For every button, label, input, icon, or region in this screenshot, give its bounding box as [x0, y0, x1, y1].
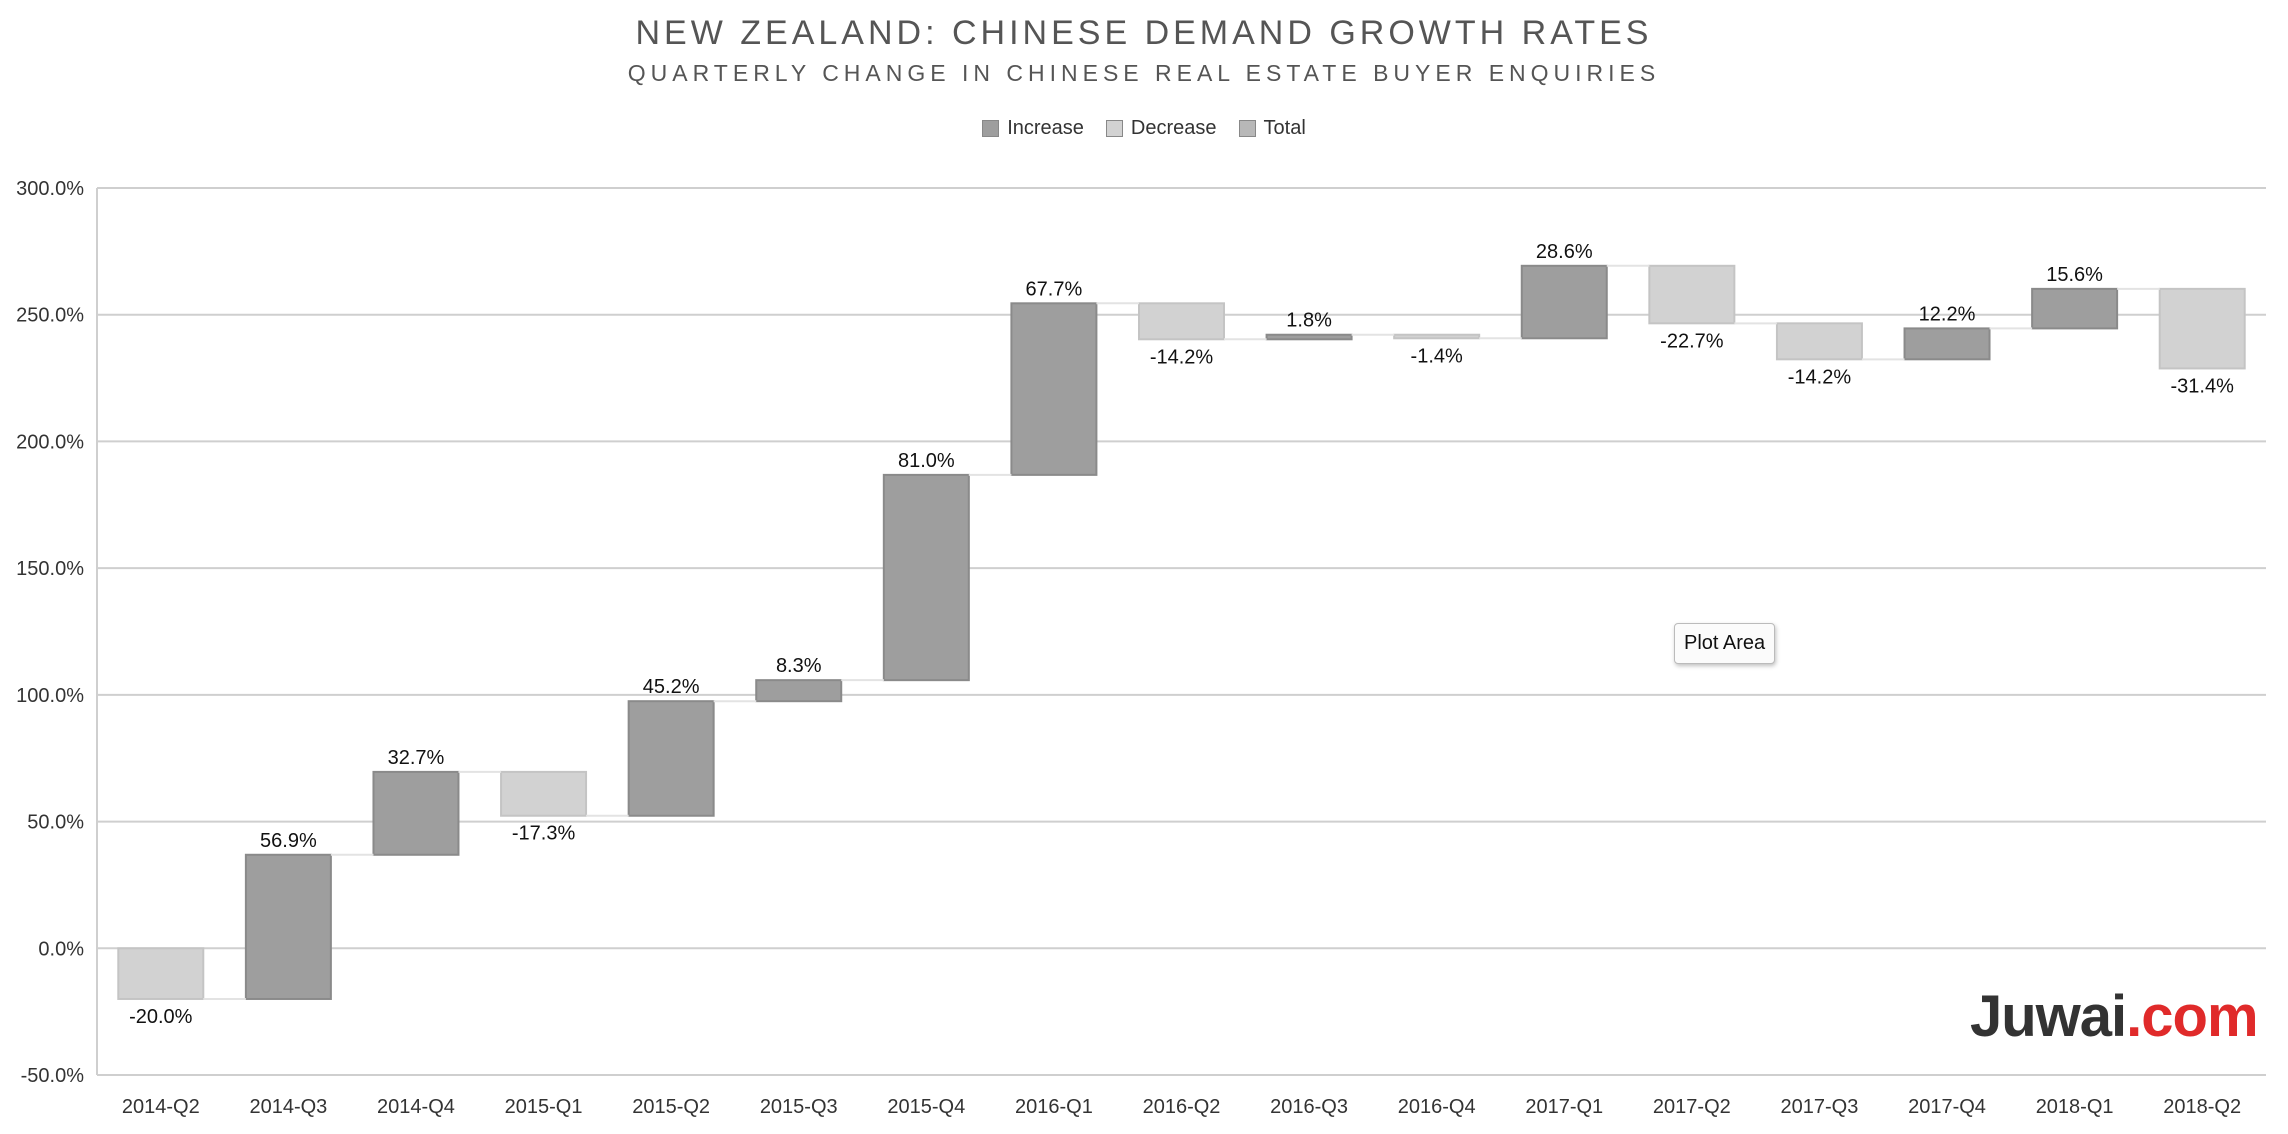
x-tick-label: 2015-Q4	[887, 1096, 965, 1118]
bar	[882, 473, 970, 682]
x-tick-label: 2017-Q4	[1908, 1096, 1986, 1118]
y-tick-label: 0.0%	[38, 938, 84, 960]
data-label: 15.6%	[2046, 264, 2103, 286]
y-tick-label: 250.0%	[16, 305, 84, 327]
bar	[372, 770, 460, 856]
y-tick-label: 150.0%	[16, 558, 84, 580]
bar	[1393, 333, 1481, 340]
legend-swatch-increase	[982, 120, 1000, 137]
data-label: 1.8%	[1286, 310, 1332, 332]
data-label: 32.7%	[388, 747, 445, 769]
data-label: -31.4%	[2171, 375, 2235, 397]
x-tick-label: 2015-Q3	[760, 1096, 838, 1118]
x-tick-label: 2018-Q1	[2036, 1096, 2114, 1118]
y-tick-label: 100.0%	[16, 685, 84, 707]
juwai-logo: Juwai.com	[1970, 983, 2259, 1050]
x-tick-label: 2015-Q2	[632, 1096, 710, 1118]
x-tick-label: 2014-Q2	[122, 1096, 200, 1118]
legend-item-decrease[interactable]: Decrease	[1105, 117, 1217, 140]
x-tick-label: 2014-Q3	[249, 1096, 327, 1118]
bar	[627, 700, 715, 817]
bar	[1903, 327, 1991, 361]
bar	[244, 853, 332, 1000]
x-tick-label: 2014-Q4	[377, 1096, 455, 1118]
bar	[1520, 264, 1608, 340]
x-tick-label: 2017-Q2	[1653, 1096, 1731, 1118]
data-label: -20.0%	[129, 1006, 193, 1028]
bar	[1775, 322, 1863, 361]
data-label: 28.6%	[1536, 241, 1593, 263]
legend-item-total[interactable]: Total	[1238, 117, 1306, 140]
bar	[1265, 333, 1353, 341]
data-label: -1.4%	[1411, 345, 1463, 367]
x-tick-label: 2017-Q3	[1781, 1096, 1859, 1118]
data-label: 12.2%	[1919, 303, 1976, 325]
chart-title: NEW ZEALAND: CHINESE DEMAND GROWTH RATES	[635, 14, 1653, 52]
bar	[2158, 287, 2246, 370]
y-tick-label: 200.0%	[16, 431, 84, 453]
data-label: -22.7%	[1660, 330, 1724, 352]
legend-swatch-total	[1238, 120, 1256, 137]
y-tick-label: 300.0%	[16, 178, 84, 200]
bar	[755, 679, 843, 703]
legend: Increase Decrease Total	[0, 117, 2288, 140]
logo-text-main: Juwai	[1970, 984, 2127, 1049]
data-label: 56.9%	[260, 830, 317, 852]
data-label: -14.2%	[1150, 346, 1214, 368]
y-tick-label: -50.0%	[21, 1065, 85, 1087]
bar	[1138, 302, 1225, 341]
x-tick-label: 2015-Q1	[505, 1096, 583, 1118]
data-label: 81.0%	[898, 450, 955, 472]
bar	[500, 770, 588, 817]
data-label: 45.2%	[643, 676, 700, 698]
legend-label-total: Total	[1263, 117, 1306, 139]
logo-text-tld: .com	[2126, 984, 2258, 1049]
legend-label-increase: Increase	[1007, 117, 1084, 139]
legend-swatch-decrease	[1105, 120, 1123, 137]
data-label: 8.3%	[776, 655, 822, 677]
data-label: 67.7%	[1026, 278, 1083, 300]
data-label: -14.2%	[1788, 366, 1852, 388]
x-tick-label: 2017-Q1	[1525, 1096, 1603, 1118]
legend-item-increase[interactable]: Increase	[982, 117, 1084, 140]
chart-subtitle: QUARTERLY CHANGE IN CHINESE REAL ESTATE …	[627, 60, 1661, 86]
bar	[1648, 264, 1736, 325]
x-tick-label: 2016-Q3	[1270, 1096, 1348, 1118]
plot-area-tooltip: Plot Area	[1674, 623, 1776, 664]
bar	[2031, 287, 2119, 330]
legend-label-decrease: Decrease	[1130, 117, 1217, 139]
y-tick-label: 50.0%	[27, 812, 84, 834]
bar	[117, 947, 205, 1000]
x-tick-label: 2016-Q4	[1398, 1096, 1476, 1118]
bar	[1010, 302, 1098, 476]
data-label: -17.3%	[512, 823, 576, 845]
x-tick-label: 2016-Q2	[1143, 1096, 1221, 1118]
x-tick-label: 2016-Q1	[1015, 1096, 1093, 1118]
x-tick-label: 2018-Q2	[2163, 1096, 2241, 1118]
